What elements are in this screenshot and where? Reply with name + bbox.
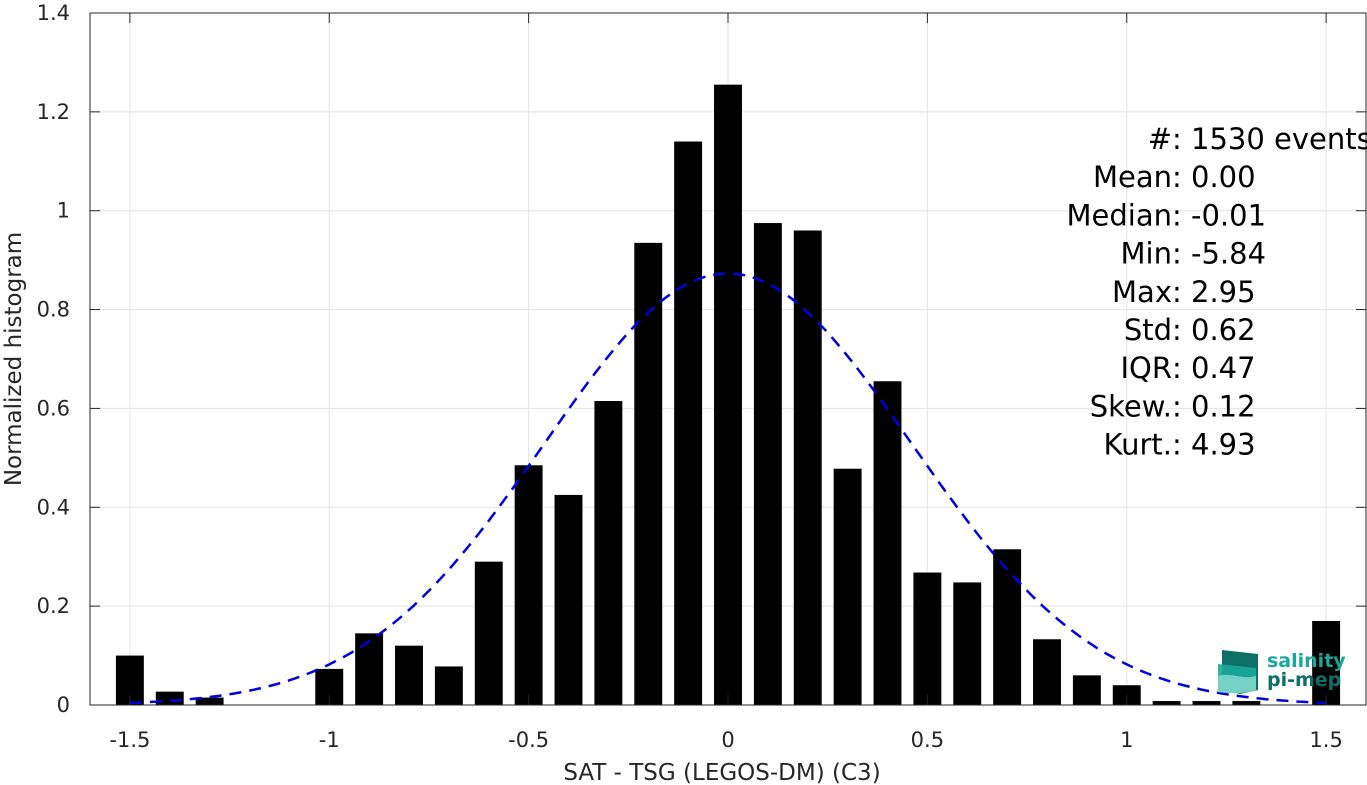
histogram-bar [594, 401, 623, 705]
stat-label: # [1148, 122, 1172, 156]
stat-label: Kurt. [1104, 428, 1172, 462]
stat-value: : -0.01 [1172, 198, 1266, 232]
logo-text-salinity: salinity [1267, 650, 1346, 672]
logo-text-pimep: pi-mep [1267, 669, 1341, 691]
stat-label: Max [1112, 275, 1172, 309]
histogram-bar [753, 223, 782, 706]
x-tick-label: 0.5 [911, 728, 944, 752]
salinity-pimep-logo: salinity pi-mep [1218, 650, 1346, 694]
histogram-bar [1312, 620, 1341, 705]
histogram-bar [1232, 701, 1261, 705]
x-tick-labels: -1.5 -1 -0.5 0 0.5 1 1.5 [109, 728, 1342, 752]
histogram-bar [953, 582, 982, 705]
y-tick-label: 0.6 [37, 396, 70, 420]
stat-value: : 0.47 [1172, 351, 1256, 385]
histogram-bar [554, 494, 583, 705]
stat-value: : 2.95 [1172, 275, 1256, 309]
stat-value: : 4.93 [1172, 428, 1256, 462]
x-tick-label: -1.5 [109, 728, 150, 752]
y-tick-label: 0.8 [37, 298, 70, 322]
gaussian-fit-curve [129, 272, 1327, 705]
histogram-bar [1192, 701, 1221, 705]
histogram-bar [873, 381, 902, 705]
histogram-bar [395, 645, 423, 705]
x-tick-label: -0.5 [508, 728, 549, 752]
stat-label: Median [1067, 198, 1172, 232]
stat-value: : 1530 events [1172, 122, 1367, 156]
y-tick-labels: 0 0.2 0.4 0.6 0.8 1 1.2 1.4 [37, 1, 70, 717]
x-tick-label: 0 [721, 728, 734, 752]
stat-label: Mean [1093, 160, 1172, 194]
stat-label: Min [1121, 237, 1172, 271]
stat-label: IQR [1120, 351, 1172, 385]
y-tick-label: 0 [57, 693, 70, 717]
x-tick-label: 1 [1120, 728, 1133, 752]
y-tick-label: 1.4 [37, 1, 70, 25]
histogram-bar [993, 549, 1022, 705]
histogram-bar [474, 561, 503, 705]
stat-value: : 0.12 [1172, 389, 1256, 423]
x-axis-title: SAT - TSG (LEGOS-DM) (C3) [563, 760, 880, 785]
y-tick-label: 0.2 [37, 594, 70, 618]
histogram-bar [195, 697, 224, 705]
y-tick-label: 0.4 [37, 495, 70, 519]
histogram-bar [434, 666, 463, 705]
y-axis-title: Normalized histogram [1, 232, 27, 486]
stat-label: Skew. [1090, 389, 1172, 423]
axis-ticks [90, 12, 1366, 706]
histogram-bar [634, 242, 663, 706]
histogram-bar [1033, 639, 1061, 705]
stat-value: : -5.84 [1172, 237, 1266, 271]
histogram-bar [913, 572, 942, 705]
histogram-bar [155, 691, 184, 705]
stat-label: Std [1124, 313, 1172, 347]
x-tick-label: 1.5 [1309, 728, 1342, 752]
y-tick-label: 1 [57, 199, 70, 223]
x-tick-label: -1 [319, 728, 340, 752]
histogram-bars [115, 84, 1341, 706]
stat-value: : 0.00 [1172, 160, 1256, 194]
histogram-bar [1152, 701, 1181, 705]
histogram-bar [833, 468, 862, 705]
stat-value: : 0.62 [1172, 313, 1256, 347]
histogram-bar [714, 84, 742, 705]
histogram-bar [674, 141, 703, 705]
histogram-bar [514, 465, 543, 705]
histogram-bar [793, 230, 822, 705]
histogram-bar [355, 633, 384, 705]
histogram-bar [1072, 675, 1101, 705]
y-tick-label: 1.2 [37, 100, 70, 124]
